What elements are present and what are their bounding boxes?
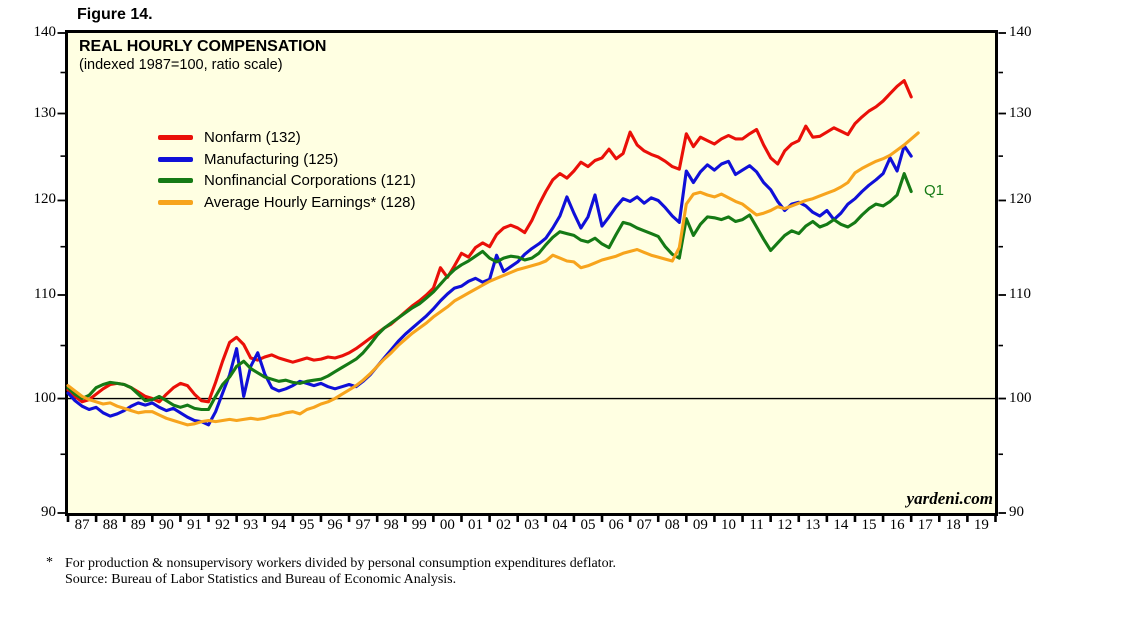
x-axis-label: 97 [355, 517, 371, 533]
x-axis-label: 08 [664, 517, 680, 533]
y-axis-label-right: 130 [1009, 104, 1032, 121]
legend-swatch-nonfinancial_corporations [158, 178, 193, 184]
x-axis-label: 92 [215, 517, 231, 533]
legend-label-nonfinancial_corporations: Nonfinancial Corporations (121) [204, 172, 416, 190]
legend-swatch-nonfarm [158, 135, 193, 141]
y-axis-label-right: 120 [1009, 191, 1032, 208]
x-axis-label: 01 [468, 517, 483, 533]
x-axis-label: 94 [271, 517, 287, 533]
x-axis-label: 89 [130, 517, 146, 533]
legend-row-nonfarm: Nonfarm (132) [158, 127, 416, 149]
y-axis-label-left: 100 [33, 389, 57, 406]
x-axis-label: 91 [187, 517, 202, 533]
y-axis-label-left: 130 [33, 104, 57, 121]
legend-row-manufacturing: Manufacturing (125) [158, 149, 416, 171]
legend-label-average_hourly_earnings: Average Hourly Earnings* (128) [204, 193, 416, 211]
x-axis-label: 07 [636, 517, 652, 533]
x-axis-label: 93 [243, 517, 259, 533]
legend-row-average_hourly_earnings: Average Hourly Earnings* (128) [158, 192, 416, 214]
plot-area [65, 30, 998, 516]
x-axis-label: 99 [411, 517, 427, 533]
x-axis-label: 09 [692, 517, 708, 533]
chart-legend: Nonfarm (132) Manufacturing (125) Nonfinan… [158, 127, 416, 213]
x-axis-label: 16 [889, 517, 905, 533]
x-axis-label: 19 [973, 517, 989, 533]
footnote-line-2: Source: Bureau of Labor Statistics and B… [65, 572, 457, 587]
x-axis-label: 87 [74, 517, 90, 533]
x-axis-label: 10 [721, 517, 736, 533]
figure-label: Figure 14. [77, 6, 153, 23]
x-axis-label: 12 [777, 517, 793, 533]
x-axis-label: 14 [833, 517, 849, 533]
x-axis-label: 98 [383, 517, 399, 533]
chart-subtitle: (indexed 1987=100, ratio scale) [79, 57, 283, 73]
x-axis-label: 96 [327, 517, 343, 533]
legend-label-nonfarm: Nonfarm (132) [204, 129, 301, 147]
y-axis-label-left: 90 [41, 504, 56, 520]
x-axis-label: 04 [552, 517, 568, 533]
y-axis-label-left: 110 [34, 285, 56, 302]
x-axis-label: 02 [496, 517, 512, 533]
y-axis-label-left: 140 [33, 24, 57, 40]
y-axis-label-right: 100 [1009, 389, 1032, 406]
footnote-line-1: For production & nonsupervisory workers … [65, 556, 616, 571]
legend-label-manufacturing: Manufacturing (125) [204, 150, 339, 168]
x-axis-label: 95 [299, 517, 315, 533]
q1-annotation: Q1 [924, 182, 945, 199]
x-axis-label: 00 [439, 517, 455, 533]
y-axis-label-right: 110 [1009, 285, 1031, 302]
y-axis-label-right: 90 [1009, 504, 1024, 520]
x-axis-label: 18 [945, 517, 961, 533]
x-axis-label: 13 [805, 517, 821, 533]
chart-title: REAL HOURLY COMPENSATION [79, 38, 327, 55]
x-axis-label: 88 [102, 517, 118, 533]
x-axis-label: 11 [749, 517, 764, 533]
x-axis-label: 90 [158, 517, 174, 533]
x-axis-label: 05 [580, 517, 596, 533]
legend-swatch-manufacturing [158, 156, 193, 162]
legend-row-nonfinancial_corporations: Nonfinancial Corporations (121) [158, 170, 416, 192]
legend-swatch-average_hourly_earnings [158, 199, 193, 205]
yardeni-watermark: yardeni.com [906, 489, 993, 508]
x-axis-label: 06 [608, 517, 624, 533]
x-axis-label: 03 [524, 517, 540, 533]
footnote-asterisk: * [46, 555, 53, 570]
y-axis-label-left: 120 [33, 191, 57, 208]
x-axis-label: 17 [917, 517, 933, 533]
x-axis-label: 15 [861, 517, 877, 533]
y-axis-label-right: 140 [1009, 24, 1032, 40]
